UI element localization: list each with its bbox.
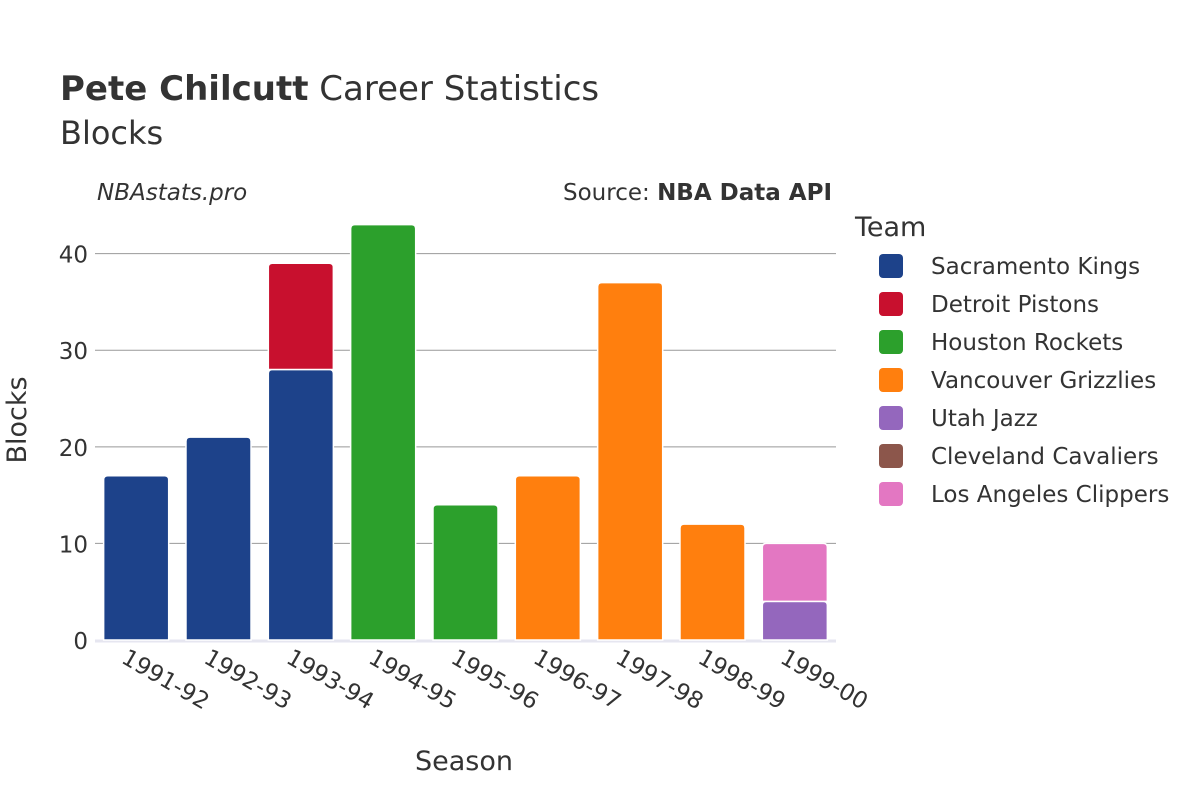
- bar-1996-97-vancouver-grizzlies: [514, 475, 582, 641]
- legend-swatch-cleveland-cavaliers: [879, 444, 903, 468]
- legend-swatch-vancouver-grizzlies: [879, 368, 903, 392]
- source-credit: Source: NBA Data API: [563, 180, 832, 206]
- legend-label-vancouver-grizzlies: Vancouver Grizzlies: [931, 368, 1156, 394]
- legend-title: Team: [854, 212, 926, 243]
- bar-1997-98-vancouver-grizzlies: [596, 281, 664, 641]
- x-tick-labels: 1991-921992-931993-941994-951995-961996-…: [117, 645, 872, 716]
- bar-1995-96-houston-rockets: [432, 504, 499, 641]
- x-tick-1992-93: 1992-93: [200, 645, 296, 716]
- bar-1993-94-sacramento-kings: [267, 368, 335, 641]
- y-tick-30: 30: [59, 339, 88, 365]
- source-name: NBA Data API: [657, 180, 832, 206]
- chart-subtitle: Blocks: [60, 114, 163, 152]
- bar-1994-95-houston-rockets: [349, 223, 417, 641]
- x-tick-1995-96: 1995-96: [447, 645, 543, 716]
- y-tick-10: 10: [59, 532, 88, 558]
- x-tick-1991-92: 1991-92: [117, 645, 213, 716]
- legend-label-detroit-pistons: Detroit Pistons: [931, 292, 1099, 318]
- legend-label-cleveland-cavaliers: Cleveland Cavaliers: [931, 444, 1159, 470]
- bar-1998-99-vancouver-grizzlies: [679, 523, 746, 641]
- y-axis-title: Blocks: [2, 376, 33, 463]
- x-tick-1998-99: 1998-99: [694, 645, 790, 716]
- legend-label-sacramento-kings: Sacramento Kings: [931, 254, 1140, 280]
- bar-1999-00-utah-jazz: [761, 600, 829, 641]
- x-tick-1999-00: 1999-00: [776, 645, 872, 716]
- legend-swatch-detroit-pistons: [879, 292, 903, 316]
- bar-1991-92-sacramento-kings: [102, 475, 170, 641]
- legend-label-houston-rockets: Houston Rockets: [931, 330, 1123, 356]
- chart-title: Pete Chilcutt Career Statistics: [60, 69, 599, 109]
- y-tick-labels: 0 10 20 30 40: [59, 243, 88, 655]
- legend-swatch-sacramento-kings: [879, 254, 903, 278]
- bars: [102, 223, 829, 641]
- bar-1999-00-los-angeles-clippers: [761, 542, 829, 603]
- x-tick-1993-94: 1993-94: [282, 645, 378, 716]
- y-tick-0: 0: [73, 629, 88, 655]
- legend-label-utah-jazz: Utah Jazz: [931, 406, 1038, 432]
- legend-label-los-angeles-clippers: Los Angeles Clippers: [931, 482, 1169, 508]
- legend-swatch-houston-rockets: [879, 330, 903, 354]
- title-rest: Career Statistics: [308, 69, 599, 109]
- x-tick-1997-98: 1997-98: [611, 645, 707, 716]
- y-tick-20: 20: [59, 436, 88, 462]
- bar-1992-93-sacramento-kings: [185, 436, 252, 641]
- source-prefix: Source:: [563, 180, 657, 206]
- title-player: Pete Chilcutt: [60, 69, 308, 109]
- bar-1993-94-detroit-pistons: [267, 262, 335, 371]
- y-tick-40: 40: [59, 243, 88, 269]
- legend: Sacramento Kings Detroit Pistons Houston R…: [879, 254, 1169, 508]
- legend-swatch-los-angeles-clippers: [879, 482, 903, 506]
- x-tick-1994-95: 1994-95: [364, 645, 460, 716]
- legend-swatch-utah-jazz: [879, 406, 903, 430]
- watermark: NBAstats.pro: [97, 180, 247, 206]
- x-axis-title: Season: [415, 746, 513, 777]
- x-tick-1996-97: 1996-97: [529, 645, 625, 716]
